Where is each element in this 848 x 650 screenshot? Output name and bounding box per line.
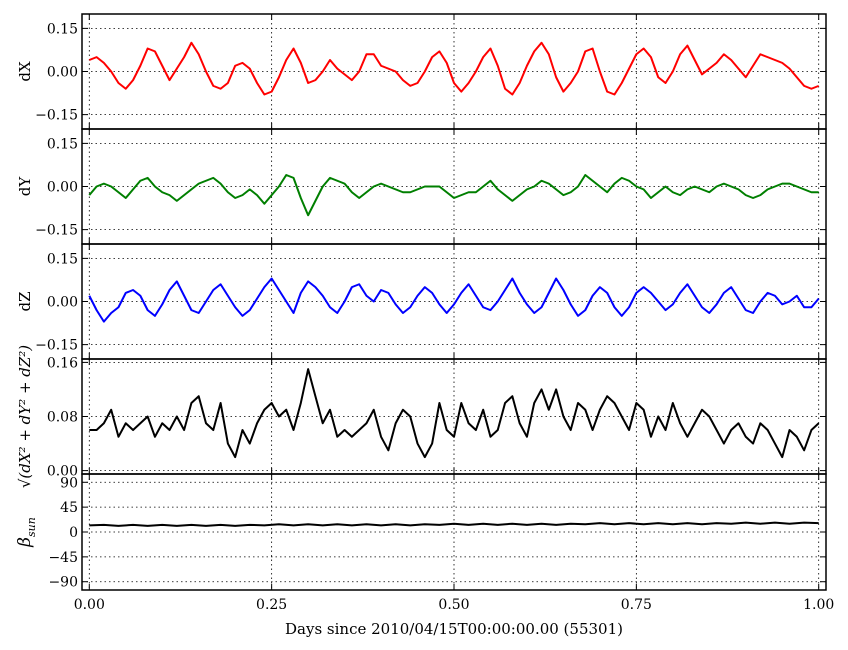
panel-dx-ylabel: dX <box>16 61 34 82</box>
panel-dy-ytick-label-1: 0.00 <box>47 180 78 196</box>
panel-dr-ylabel: √(dX² + dY² + dZ²) <box>16 345 34 488</box>
panel-dr-ytick-label-2: 0.16 <box>47 355 78 371</box>
panel-dz-ylabel: dZ <box>16 291 34 311</box>
panels: −0.150.000.15dX−0.150.000.15dY−0.150.000… <box>15 13 834 613</box>
xtick-label-0: 0.00 <box>74 597 105 613</box>
xtick-label-2: 0.50 <box>438 597 469 613</box>
panel-dy-ytick-label-0: −0.15 <box>35 223 78 239</box>
x-axis-label: Days since 2010/04/15T00:00:00.00 (55301… <box>285 620 623 638</box>
series-line-dz <box>88 277 820 323</box>
xtick-label-4: 1.00 <box>803 597 834 613</box>
panel-dx-ytick-label-0: −0.15 <box>35 108 78 124</box>
panel-dr: 0.00 0.08 0.16 √(dX² + dY² + dZ²) <box>16 345 827 488</box>
panel-dz-frame <box>81 243 827 360</box>
panel-beta-ytick-label-2: 0 <box>69 525 78 541</box>
panel-beta-ytick-label-4: 90 <box>60 475 78 491</box>
panel-beta-ylabel: βsun <box>15 517 38 548</box>
panel-beta: −90 −45 0 45 90 βsun <box>15 473 827 591</box>
panel-dz-ytick-label-1: 0.00 <box>47 295 78 311</box>
series-line-dx <box>88 41 820 96</box>
panel-dy: −0.15 0.00 0.15 dY <box>16 128 827 245</box>
panel-dr-ytick-label-0: 0.00 <box>47 464 78 480</box>
panel-beta-ytick-label-3: 45 <box>60 500 78 516</box>
panel-dr-frame <box>81 358 827 475</box>
panel-beta-frame <box>81 473 827 591</box>
panel-dy-ytick-label-2: 0.15 <box>47 136 78 152</box>
panel-dy-ylabel: dY <box>16 176 34 197</box>
panel-dx-frame <box>81 13 827 130</box>
beta-symbol: β <box>15 537 35 548</box>
panel-dx-ytick-label-2: 0.15 <box>47 21 78 37</box>
panel-dx: −0.15 0.00 0.15 dX <box>16 13 827 130</box>
panel-beta-ytick-label-1: −45 <box>48 550 78 566</box>
panel-dz-ytick-label-2: 0.15 <box>47 251 78 267</box>
panel-dz-ytick-label-0: −0.15 <box>35 338 78 354</box>
panel-beta-ytick-label-0: −90 <box>48 575 78 591</box>
series-line-beta <box>89 521 819 527</box>
panel-dx-ytick-label-1: 0.00 <box>47 65 78 81</box>
xtick-label-1: 0.25 <box>256 597 287 613</box>
series-line-dr <box>89 368 820 459</box>
xtick-label-3: 0.75 <box>621 597 652 613</box>
panel-dz: −0.15 0.00 0.15 dZ <box>16 243 827 360</box>
beta-subscript: sun <box>25 517 38 537</box>
panel-dr-ytick-label-1: 0.08 <box>47 410 78 426</box>
series-line-dy <box>88 174 819 217</box>
